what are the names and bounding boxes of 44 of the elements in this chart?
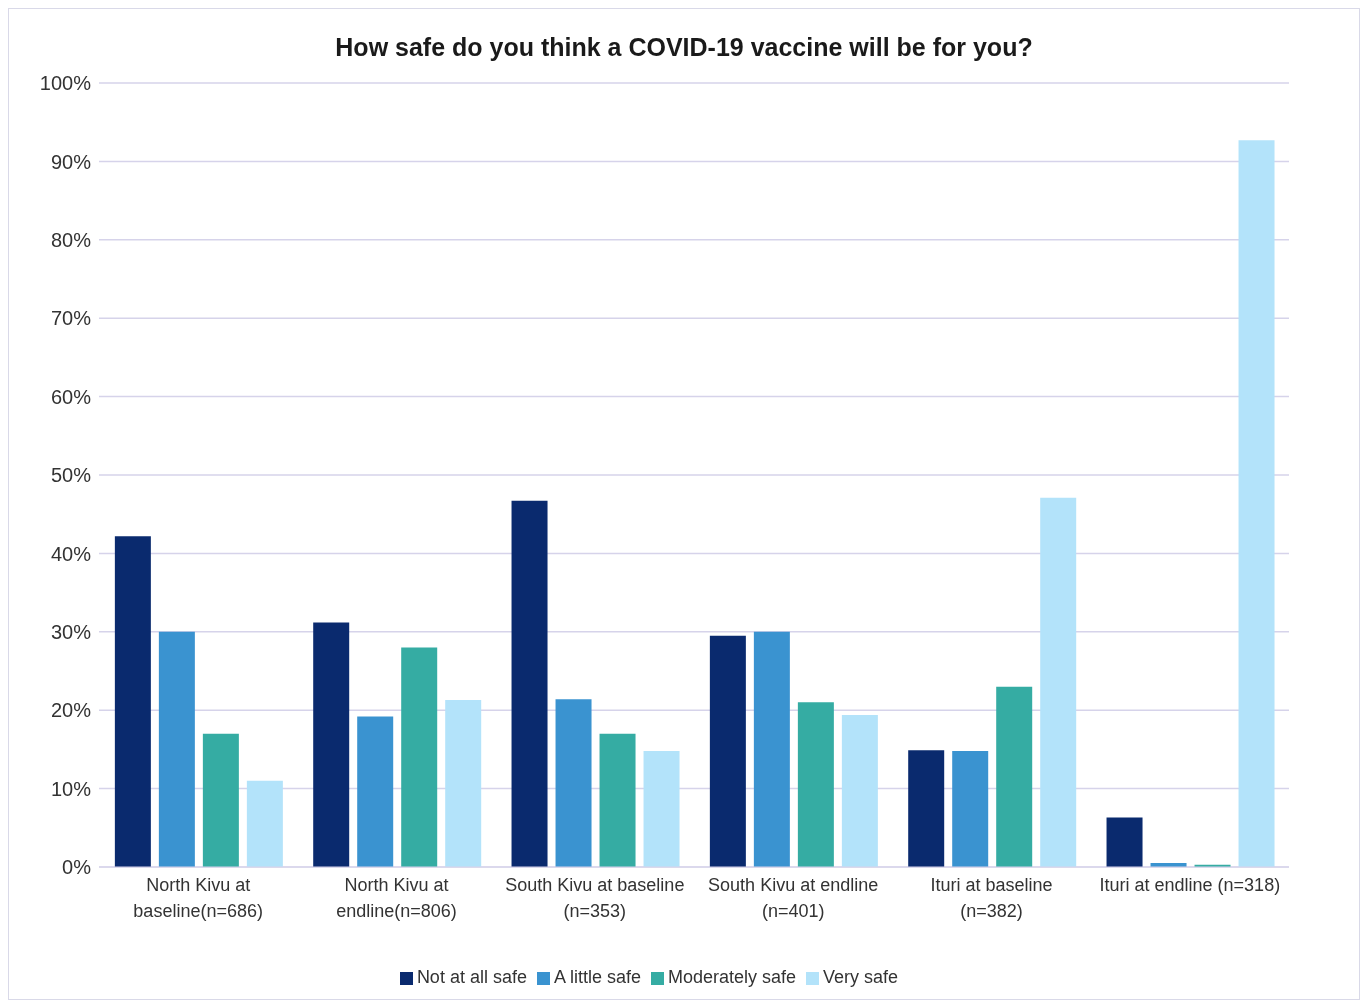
y-tick-label: 50% — [50, 464, 92, 487]
bar — [114, 536, 151, 867]
bar — [599, 733, 636, 867]
y-tick-label: 0% — [62, 856, 92, 879]
y-tick-label: 90% — [50, 150, 92, 173]
bar — [202, 733, 239, 867]
bar — [1040, 497, 1077, 867]
y-tick-label: 70% — [50, 307, 92, 330]
chart-title: How safe do you think a COVID-19 vaccine will be for you? — [334, 32, 1034, 63]
bar — [797, 702, 834, 867]
x-tick-label: Ituri at endline (n=318) — [1099, 875, 1281, 895]
y-tick-label: 40% — [50, 542, 92, 565]
legend-label: Moderately safe — [667, 967, 797, 987]
legend-label: A little safe — [553, 967, 641, 987]
y-tick-label: 60% — [50, 385, 92, 408]
bar — [313, 622, 350, 867]
x-tick-label: South Kivu at baseline (n=353) — [505, 875, 685, 921]
bar — [1106, 817, 1143, 867]
y-tick-label: 100% — [39, 72, 92, 95]
bar — [709, 635, 746, 867]
x-tick-label: North Kivu at baseline(n=686) — [133, 875, 263, 921]
bar — [357, 716, 394, 867]
bar — [643, 750, 680, 867]
y-tick-label: 80% — [50, 228, 92, 251]
bar — [996, 686, 1033, 867]
bar — [1238, 140, 1275, 867]
y-tick-label: 20% — [50, 699, 92, 722]
legend-label: Not at all safe — [416, 967, 527, 987]
x-tick-label: Ituri at baseline (n=382) — [930, 875, 1053, 921]
bar — [753, 631, 790, 867]
y-tick-label: 10% — [50, 777, 92, 800]
bar — [908, 750, 945, 867]
bar — [555, 699, 592, 867]
bar — [401, 647, 438, 867]
bar — [952, 750, 989, 867]
bar — [246, 780, 283, 867]
bar — [158, 631, 195, 867]
x-tick-label: North Kivu at endline(n=806) — [336, 875, 457, 921]
x-tick-label: South Kivu at endline (n=401) — [708, 875, 879, 921]
bar — [511, 500, 548, 867]
bar — [841, 714, 878, 867]
bar — [445, 700, 482, 867]
legend-label: Very safe — [823, 967, 899, 987]
y-tick-label: 30% — [50, 620, 92, 643]
